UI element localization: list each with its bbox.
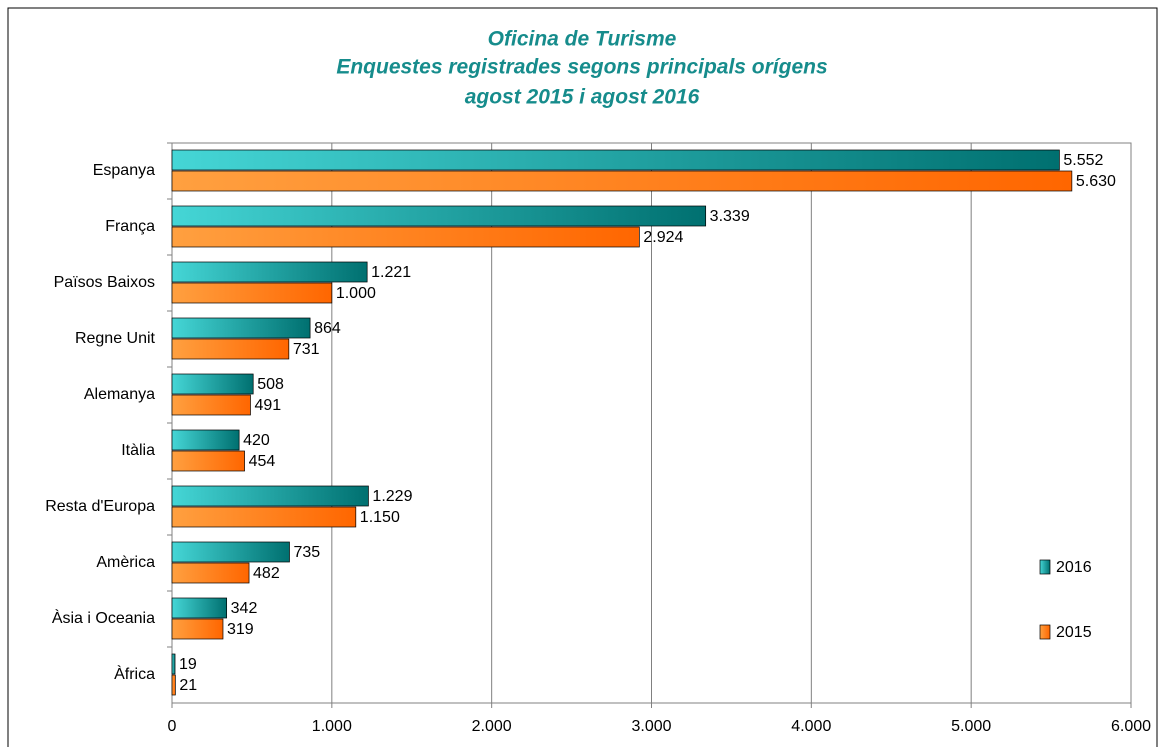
x-tick-label: 4.000 — [791, 718, 831, 735]
data-label: 319 — [227, 621, 254, 638]
bar — [171, 205, 707, 227]
chart-title: agost 2015 i agost 2016 — [465, 86, 700, 109]
data-label: 21 — [179, 677, 197, 694]
bar — [171, 562, 250, 584]
bar — [171, 338, 290, 360]
chart-title: Enquestes registrades segons principals … — [336, 56, 827, 79]
data-label: 735 — [293, 544, 320, 561]
x-tick-label: 3.000 — [631, 718, 671, 735]
y-tick-label: França — [105, 218, 155, 235]
y-tick-label: Espanya — [93, 162, 155, 179]
data-label: 420 — [243, 432, 270, 449]
data-label: 1.000 — [336, 285, 376, 302]
bar — [171, 394, 251, 416]
data-label: 454 — [249, 453, 276, 470]
x-tick-label: 1.000 — [312, 718, 352, 735]
bar — [171, 618, 224, 640]
bar — [171, 149, 1060, 171]
x-tick-label: 5.000 — [951, 718, 991, 735]
data-label: 508 — [257, 376, 284, 393]
bar — [171, 170, 1073, 192]
x-tick-label: 2.000 — [472, 718, 512, 735]
data-label: 731 — [293, 341, 320, 358]
y-tick-label: Alemanya — [84, 386, 155, 403]
data-label: 2.924 — [643, 229, 683, 246]
data-label: 3.339 — [710, 208, 750, 225]
bar — [171, 226, 640, 248]
data-label: 342 — [231, 600, 258, 617]
bar — [171, 261, 368, 283]
legend-swatch — [1039, 559, 1051, 575]
bar — [171, 653, 176, 675]
x-tick-label: 6.000 — [1111, 718, 1151, 735]
bar — [171, 317, 311, 339]
bar — [171, 506, 357, 528]
bar — [171, 541, 290, 563]
data-label: 1.221 — [371, 264, 411, 281]
legend-label: 2016 — [1056, 559, 1092, 576]
data-label: 1.229 — [372, 488, 412, 505]
data-label: 491 — [254, 397, 281, 414]
data-label: 864 — [314, 320, 341, 337]
data-label: 5.630 — [1076, 173, 1116, 190]
y-tick-label: Regne Unit — [75, 330, 156, 347]
bar — [171, 674, 176, 696]
y-tick-label: Països Baixos — [54, 274, 155, 291]
y-tick-label: Àsia i Oceania — [52, 608, 155, 627]
bar — [171, 373, 254, 395]
bar — [171, 282, 333, 304]
bar — [171, 597, 228, 619]
y-tick-label: Resta d'Europa — [45, 498, 155, 515]
bar — [171, 485, 369, 507]
legend-label: 2015 — [1056, 624, 1092, 641]
data-label: 19 — [179, 656, 197, 673]
data-label: 5.552 — [1063, 152, 1103, 169]
y-tick-label: Amèrica — [96, 554, 155, 571]
bar — [171, 450, 245, 472]
x-tick-label: 0 — [168, 718, 177, 735]
legend-swatch — [1039, 624, 1051, 640]
data-label: 1.150 — [360, 509, 400, 526]
y-tick-label: Itàlia — [121, 442, 155, 459]
y-tick-label: Àfrica — [114, 664, 155, 683]
data-label: 482 — [253, 565, 280, 582]
chart-title: Oficina de Turisme — [488, 28, 677, 51]
bar — [171, 429, 240, 451]
